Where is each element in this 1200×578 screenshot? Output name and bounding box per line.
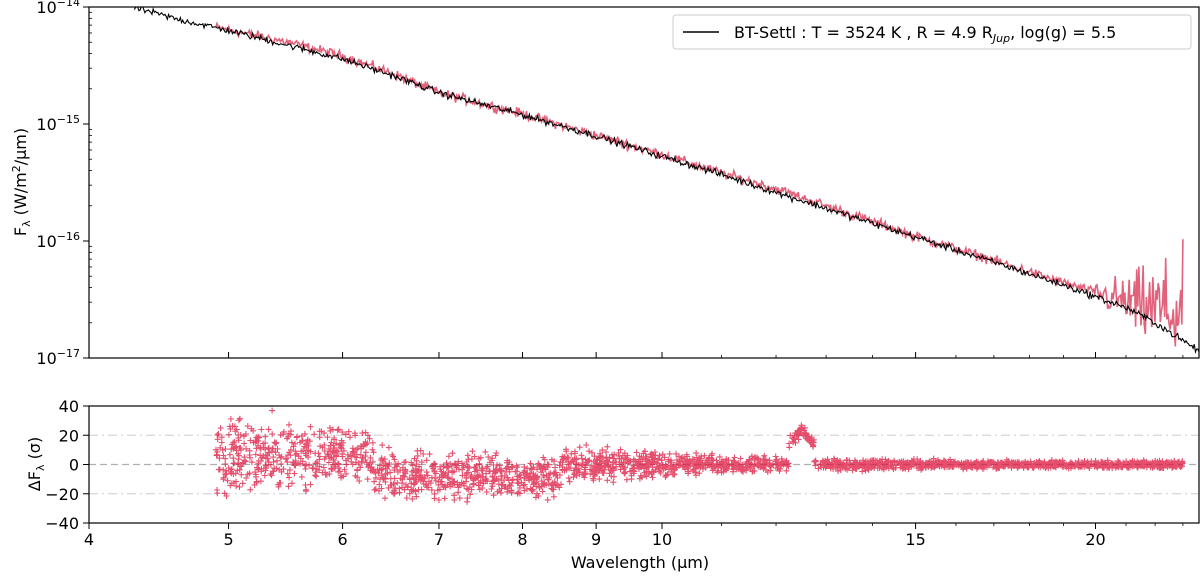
residuals-y-tick-label: 20 [59,426,79,445]
spectrum-y-tick-label: 10−16 [36,230,80,251]
spectrum-y-ticks: 10−14 10−15 10−16 10−17 [36,0,92,368]
spectrum-axes-frame [88,6,1200,359]
residuals-plot-area [213,407,1186,505]
bt-settl-model-line [133,7,1199,355]
x-axis-label: Wavelength (μm) [571,553,709,572]
residuals-y-tick-label: −20 [45,485,79,504]
residuals-y-tick-label: 40 [59,397,79,416]
residual-points [213,407,1186,505]
observed-spectrum-line [215,21,1184,347]
residuals-y-ticks: 40 20 0 −20 −40 [45,397,89,533]
x-tick-label: 8 [517,530,527,549]
spectrum-y-tick-label: 10−17 [36,347,80,368]
spectrum-plot-area [133,7,1199,355]
residuals-y-tick-label: 0 [69,456,79,475]
x-tick-label: 15 [905,530,925,549]
x-tick-label: 9 [591,530,601,549]
x-tick-label: 4 [84,530,94,549]
x-tick-label: 10 [652,530,672,549]
residuals-y-axis-label: ΔFλ (σ) [25,437,47,491]
legend-box [672,14,1192,50]
x-tick-label: 7 [434,530,444,549]
x-tick-label: 20 [1085,530,1105,549]
residuals-x-ticks: 4 5 6 7 8 9 10 15 20 [84,523,1184,549]
legend: BT-Settl : T = 3524 K , R = 4.9 RJup, lo… [672,14,1192,50]
spectrum-y-tick-label: 10−14 [36,0,80,17]
residuals-y-tick-label: −40 [45,514,79,533]
x-tick-label: 6 [337,530,347,549]
spectrum-y-axis-label: Fλ (W/m2/μm) [10,128,33,236]
spectrum-x-ticks [88,352,1184,358]
legend-label: BT-Settl : T = 3524 K , R = 4.9 RJup, lo… [734,23,1116,45]
spectrum-y-tick-label: 10−15 [36,113,80,134]
x-tick-label: 5 [223,530,233,549]
